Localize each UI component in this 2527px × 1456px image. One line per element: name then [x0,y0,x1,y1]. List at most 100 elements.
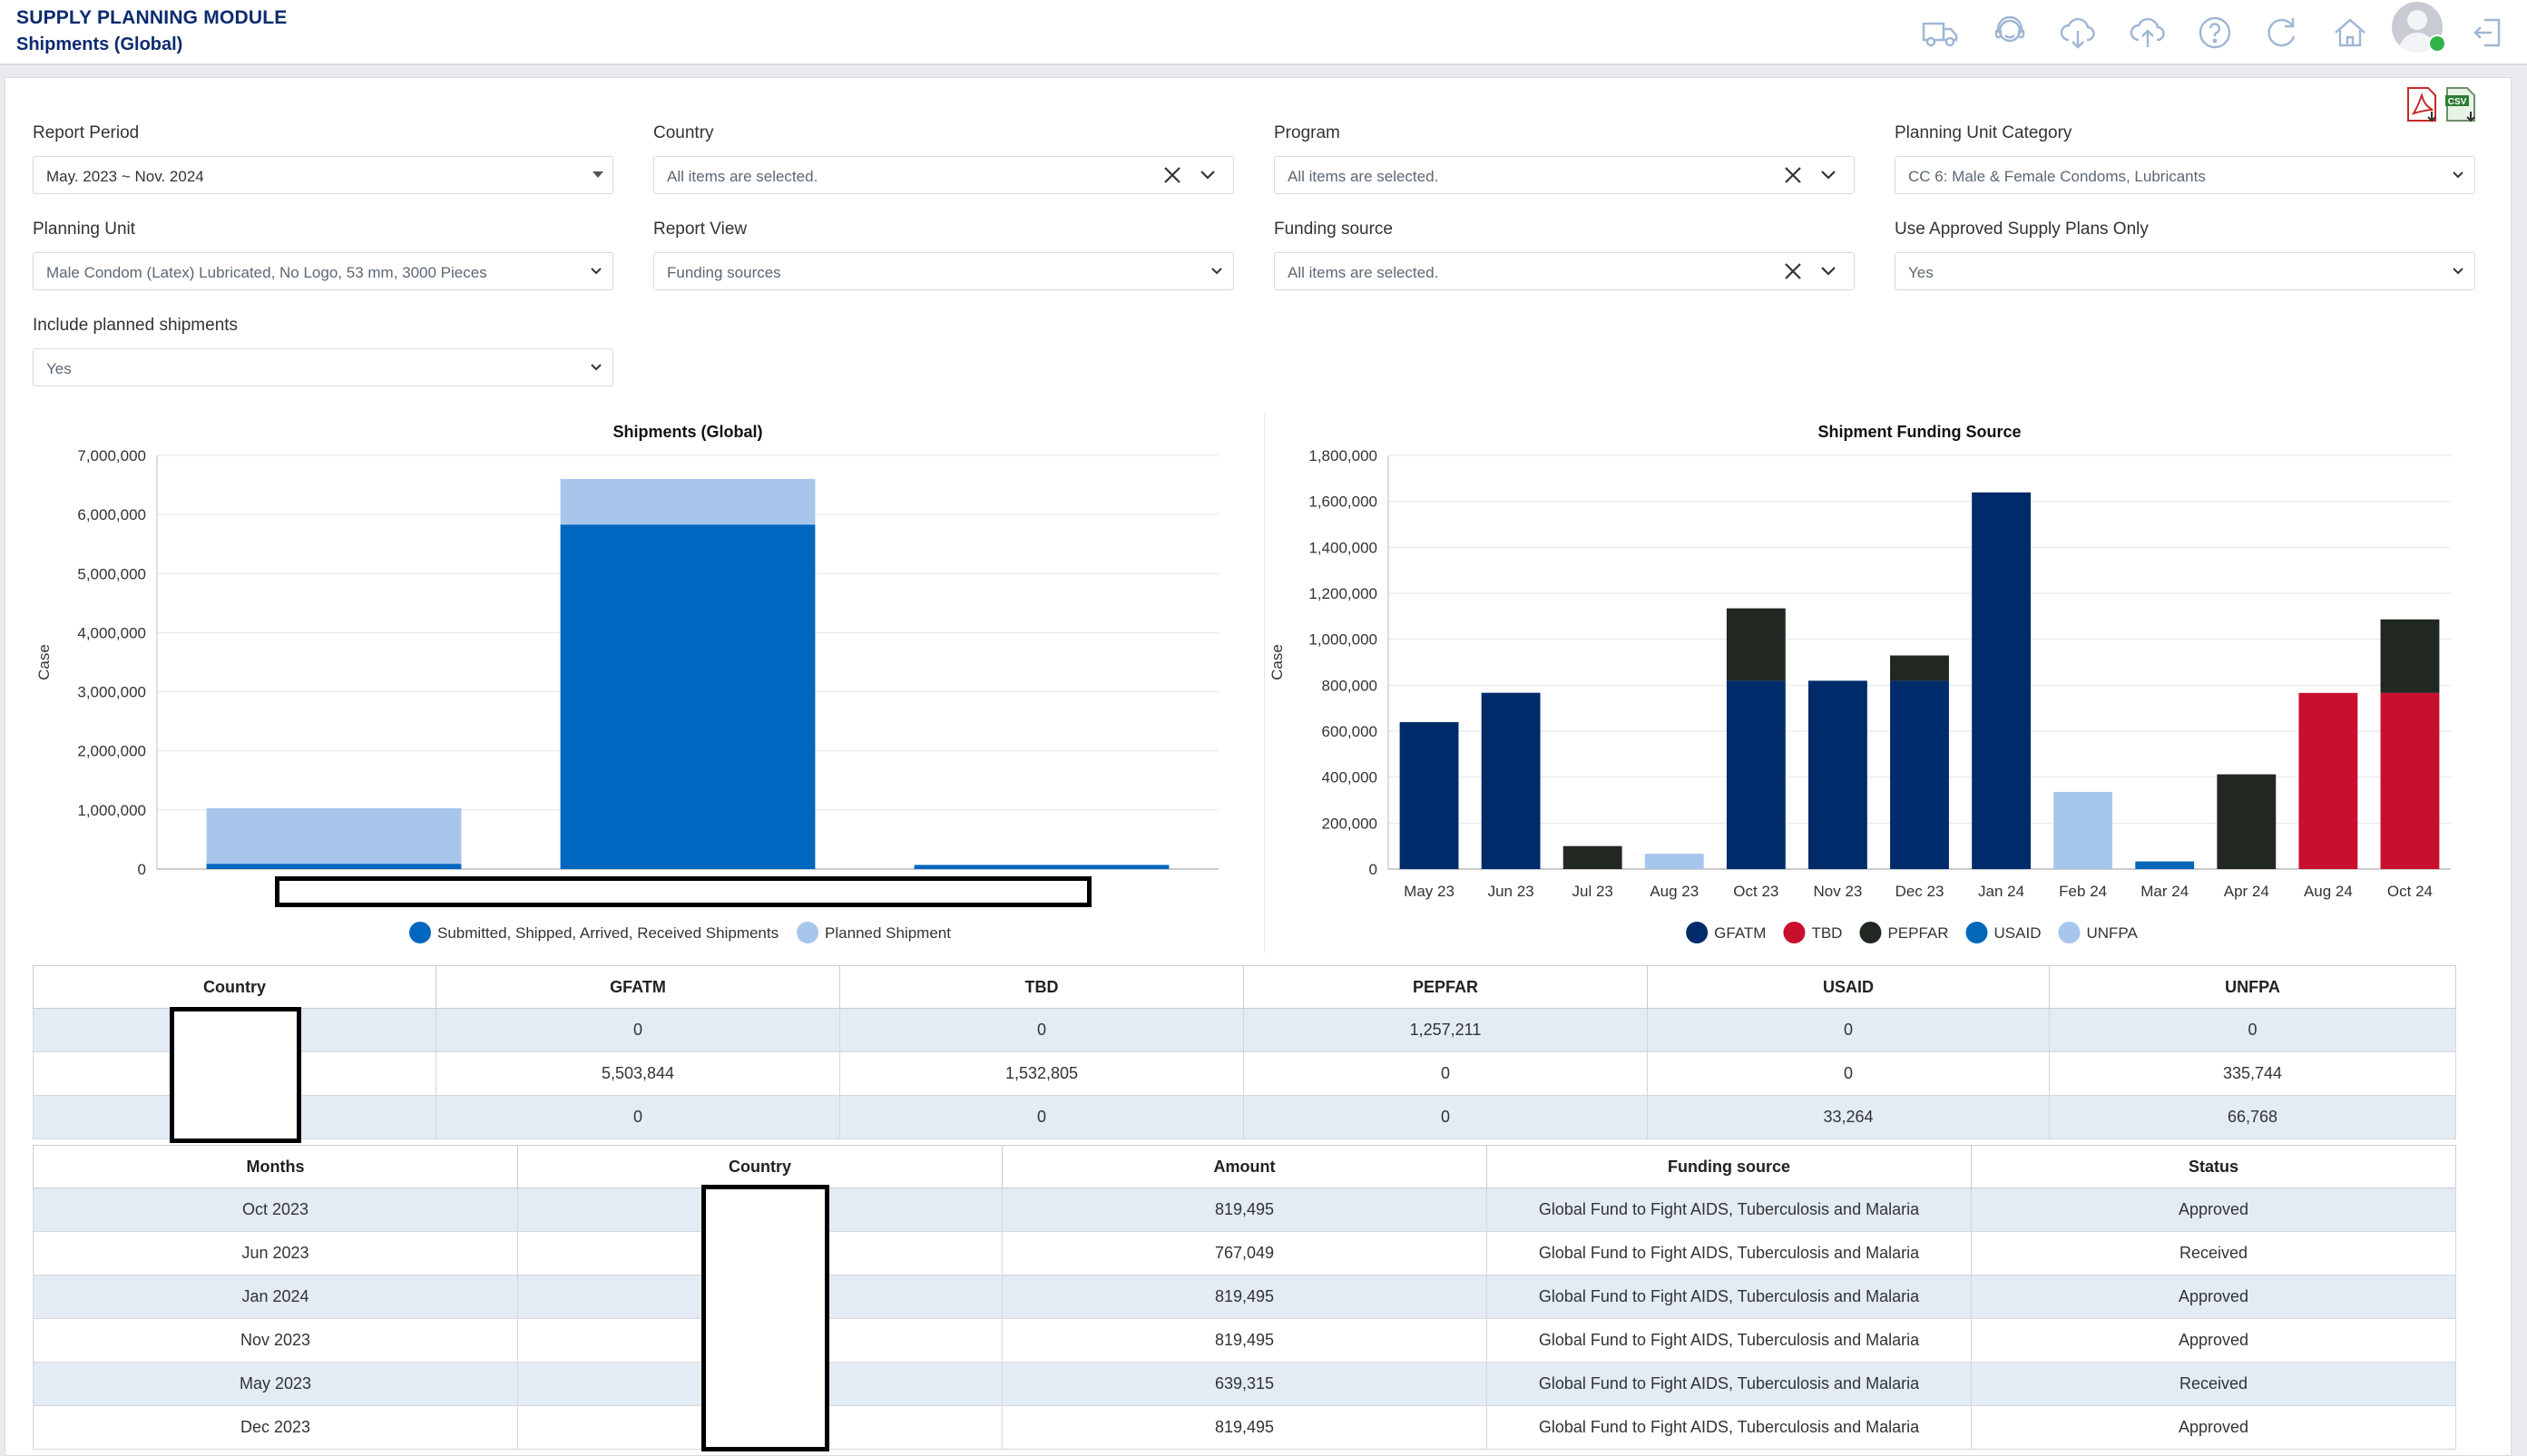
summary-column-header[interactable]: USAID [1647,965,2050,1009]
program-multiselect[interactable]: All items are selected. [1274,156,1855,194]
y-axis-label: Case [1268,644,1286,680]
report-view-select[interactable]: Funding sources [653,252,1234,290]
redacted-country-cells [701,1185,829,1451]
y-tick-label: 5,000,000 [77,565,146,582]
table-row[interactable]: Oct 2023 819,495 Global Fund to Fight AIDS… [33,1187,2456,1232]
cloud-upload-icon[interactable] [2128,13,2168,53]
detail-column-header[interactable]: Status [1971,1145,2456,1188]
detail-column-header[interactable]: Funding source [1486,1145,1972,1188]
table-cell: Global Fund to Fight AIDS, Tuberculosis … [1486,1275,1972,1319]
chevron-down-icon[interactable] [1819,261,1837,279]
legend-marker [409,922,432,943]
table-row[interactable]: Jun 2023 767,049 Global Fund to Fight AIDS… [33,1231,2456,1275]
bar-segment [1726,608,1786,681]
bar-segment [2217,774,2277,869]
summary-column-header[interactable]: PEPFAR [1243,965,1648,1009]
country-label: Country [653,123,714,142]
include-planned-select[interactable]: Yes [33,348,613,386]
table-row[interactable]: Nov 2023 819,495 Global Fund to Fight AIDS… [33,1318,2456,1363]
home-icon[interactable] [2330,13,2370,53]
bar-segment [560,524,816,869]
top-bar: SUPPLY PLANNING MODULE Shipments (Global… [0,0,2527,65]
bar-segment [2380,692,2440,869]
planning-unit-label: Planning Unit [33,220,136,239]
program-value: All items are selected. [1288,168,1439,185]
summary-column-header[interactable]: Country [33,965,436,1009]
legend-marker [1965,922,1988,943]
cloud-download-icon[interactable] [2058,13,2098,53]
x-tick-label: Oct 23 [1733,883,1778,900]
funding-source-multiselect[interactable]: All items are selected. [1274,252,1855,290]
support-agent-icon[interactable] [1990,13,2030,53]
x-tick-label: Nov 23 [1813,883,1862,900]
caret-down-icon [593,171,603,178]
legend-label: Planned Shipment [825,924,951,942]
table-row[interactable]: 5,503,844 1,532,805 0 0 335,744 [33,1051,2456,1096]
x-tick-label: May 23 [1404,883,1454,900]
bar-segment [560,479,816,525]
clear-icon[interactable] [1162,165,1182,185]
country-multiselect[interactable]: All items are selected. [653,156,1234,194]
summary-column-header[interactable]: GFATM [436,965,840,1009]
detail-column-header[interactable]: Country [517,1145,1003,1188]
y-tick-label: 0 [138,861,146,878]
clear-icon[interactable] [1783,261,1803,281]
truck-icon[interactable] [1920,13,1960,53]
table-cell: 0 [436,1095,840,1139]
report-period-value: May. 2023 ~ Nov. 2024 [46,168,204,185]
table-cell: 0 [839,1095,1244,1139]
y-tick-label: 0 [1369,861,1377,878]
table-cell: 639,315 [1002,1362,1487,1406]
table-cell: 0 [1243,1051,1648,1096]
use-approved-select[interactable]: Yes [1895,252,2475,290]
table-cell: Received [1971,1362,2456,1406]
y-tick-label: 1,200,000 [1308,585,1377,602]
clear-icon[interactable] [1783,165,1803,185]
table-cell: 335,744 [2049,1051,2456,1096]
x-tick-label: Jul 23 [1572,883,1613,900]
table-row[interactable]: 0 0 1,257,211 0 0 [33,1008,2456,1052]
detail-column-header[interactable]: Amount [1002,1145,1487,1188]
planning-unit-select[interactable]: Male Condom (Latex) Lubricated, No Logo,… [33,252,613,290]
table-cell: Global Fund to Fight AIDS, Tuberculosis … [1486,1231,1972,1275]
summary-column-header[interactable]: TBD [839,965,1244,1009]
program-label: Program [1274,123,1340,142]
legend-marker [1686,922,1709,943]
summary-column-header[interactable]: UNFPA [2049,965,2456,1009]
bar-segment [1890,655,1949,681]
x-tick-label: Jan 24 [1978,883,2024,900]
y-tick-label: 800,000 [1322,677,1377,694]
chevron-down-icon [591,268,602,275]
table-cell: Global Fund to Fight AIDS, Tuberculosis … [1486,1405,1972,1450]
legend-marker [1783,922,1806,943]
table-row[interactable]: Jan 2024 819,495 Global Fund to Fight AIDS… [33,1275,2456,1319]
csv-export-icon[interactable]: CSV [2444,86,2480,124]
chevron-down-icon[interactable] [1199,165,1217,183]
y-tick-label: 1,400,000 [1308,539,1377,556]
refresh-icon[interactable] [2261,13,2301,53]
detail-column-header[interactable]: Months [33,1145,518,1188]
table-cell: 0 [436,1008,840,1052]
table-row[interactable]: May 2023 639,315 Global Fund to Fight AIDS… [33,1362,2456,1406]
planning-unit-category-select[interactable]: CC 6: Male & Female Condoms, Lubricants [1895,156,2475,194]
logout-icon[interactable] [2468,13,2508,53]
y-tick-label: 4,000,000 [77,624,146,641]
bar-segment [2298,692,2358,869]
chevron-down-icon[interactable] [1819,165,1837,183]
help-icon[interactable] [2195,13,2235,53]
report-period-select[interactable]: May. 2023 ~ Nov. 2024 [33,156,613,194]
chart-title: Shipment Funding Source [1818,423,2022,441]
pdf-export-icon[interactable] [2405,86,2441,124]
y-tick-label: 3,000,000 [77,684,146,701]
y-tick-label: 2,000,000 [77,743,146,760]
report-view-value: Funding sources [667,264,781,281]
chevron-down-icon [591,364,602,371]
table-row[interactable]: Dec 2023 819,495 Global Fund to Fight AIDS… [33,1405,2456,1450]
table-cell: 767,049 [1002,1231,1487,1275]
table-row[interactable]: 0 0 0 33,264 66,768 [33,1095,2456,1139]
legend-label: Submitted, Shipped, Arrived, Received Sh… [437,924,779,942]
legend-label: USAID [1994,924,2042,942]
table-cell: 33,264 [1647,1095,2050,1139]
table-cell: 1,257,211 [1243,1008,1648,1052]
report-view-label: Report View [653,220,748,239]
